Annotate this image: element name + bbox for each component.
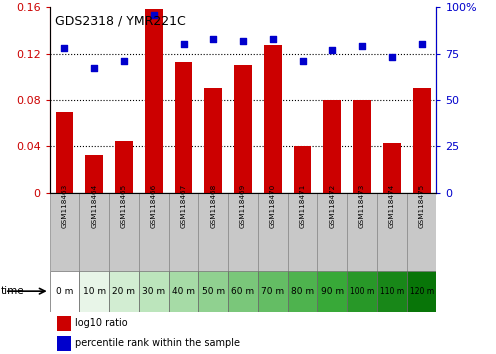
Point bbox=[328, 47, 336, 53]
Bar bbox=[58, 336, 71, 350]
Point bbox=[299, 58, 307, 64]
Text: 0 m: 0 m bbox=[56, 287, 73, 296]
Bar bbox=[228, 193, 258, 271]
Text: 90 m: 90 m bbox=[321, 287, 344, 296]
Point bbox=[418, 41, 426, 47]
Text: GSM118475: GSM118475 bbox=[419, 184, 425, 228]
Bar bbox=[198, 193, 228, 271]
Point bbox=[150, 12, 158, 17]
Point bbox=[90, 65, 98, 71]
Bar bbox=[198, 271, 228, 312]
Text: 50 m: 50 m bbox=[202, 287, 225, 296]
Bar bbox=[139, 193, 169, 271]
Bar bbox=[169, 271, 198, 312]
Text: 60 m: 60 m bbox=[232, 287, 254, 296]
Bar bbox=[258, 193, 288, 271]
Text: GSM118472: GSM118472 bbox=[329, 184, 335, 228]
Bar bbox=[377, 193, 407, 271]
Bar bbox=[169, 193, 198, 271]
Bar bbox=[109, 193, 139, 271]
Bar bbox=[347, 193, 377, 271]
Bar bbox=[407, 193, 436, 271]
Text: GSM118463: GSM118463 bbox=[62, 184, 67, 228]
Bar bbox=[288, 193, 317, 271]
Text: 30 m: 30 m bbox=[142, 287, 165, 296]
Text: log10 ratio: log10 ratio bbox=[75, 318, 127, 328]
Bar bbox=[353, 100, 371, 193]
Text: GSM118464: GSM118464 bbox=[91, 184, 97, 228]
Point bbox=[269, 36, 277, 41]
Point bbox=[358, 43, 366, 49]
Bar bbox=[234, 65, 252, 193]
Text: GSM118473: GSM118473 bbox=[359, 184, 365, 228]
Text: 40 m: 40 m bbox=[172, 287, 195, 296]
Bar bbox=[228, 271, 258, 312]
Text: 20 m: 20 m bbox=[113, 287, 135, 296]
Bar bbox=[317, 193, 347, 271]
Text: GSM118471: GSM118471 bbox=[300, 184, 306, 228]
Point bbox=[180, 41, 187, 47]
Bar bbox=[413, 88, 431, 193]
Point bbox=[239, 38, 247, 44]
Bar bbox=[50, 271, 79, 312]
Bar bbox=[139, 271, 169, 312]
Bar bbox=[109, 271, 139, 312]
Text: 120 m: 120 m bbox=[410, 287, 434, 296]
Bar bbox=[115, 141, 133, 193]
Text: GSM118470: GSM118470 bbox=[270, 184, 276, 228]
Text: 100 m: 100 m bbox=[350, 287, 374, 296]
Bar bbox=[323, 100, 341, 193]
Point bbox=[388, 55, 396, 60]
Text: GSM118465: GSM118465 bbox=[121, 184, 127, 228]
Point bbox=[61, 45, 68, 51]
Bar bbox=[264, 45, 282, 193]
Bar bbox=[58, 316, 71, 331]
Bar bbox=[258, 271, 288, 312]
Point bbox=[209, 36, 217, 41]
Text: 80 m: 80 m bbox=[291, 287, 314, 296]
Bar bbox=[56, 112, 73, 193]
Bar bbox=[288, 271, 317, 312]
Bar bbox=[407, 271, 436, 312]
Text: percentile rank within the sample: percentile rank within the sample bbox=[75, 338, 240, 348]
Text: time: time bbox=[0, 286, 24, 296]
Bar bbox=[79, 193, 109, 271]
Text: GSM118474: GSM118474 bbox=[389, 184, 395, 228]
Text: 10 m: 10 m bbox=[83, 287, 106, 296]
Bar bbox=[317, 271, 347, 312]
Bar bbox=[79, 271, 109, 312]
Bar bbox=[50, 193, 79, 271]
Text: 110 m: 110 m bbox=[380, 287, 404, 296]
Bar bbox=[383, 143, 401, 193]
Text: GSM118468: GSM118468 bbox=[210, 184, 216, 228]
Bar bbox=[85, 155, 103, 193]
Text: GSM118466: GSM118466 bbox=[151, 184, 157, 228]
Point bbox=[120, 58, 128, 64]
Bar bbox=[377, 271, 407, 312]
Text: 70 m: 70 m bbox=[261, 287, 284, 296]
Bar bbox=[294, 147, 311, 193]
Text: GSM118469: GSM118469 bbox=[240, 184, 246, 228]
Bar bbox=[204, 88, 222, 193]
Bar bbox=[347, 271, 377, 312]
Bar bbox=[145, 10, 163, 193]
Bar bbox=[175, 62, 192, 193]
Text: GSM118467: GSM118467 bbox=[181, 184, 186, 228]
Text: GDS2318 / YMR221C: GDS2318 / YMR221C bbox=[55, 14, 186, 27]
